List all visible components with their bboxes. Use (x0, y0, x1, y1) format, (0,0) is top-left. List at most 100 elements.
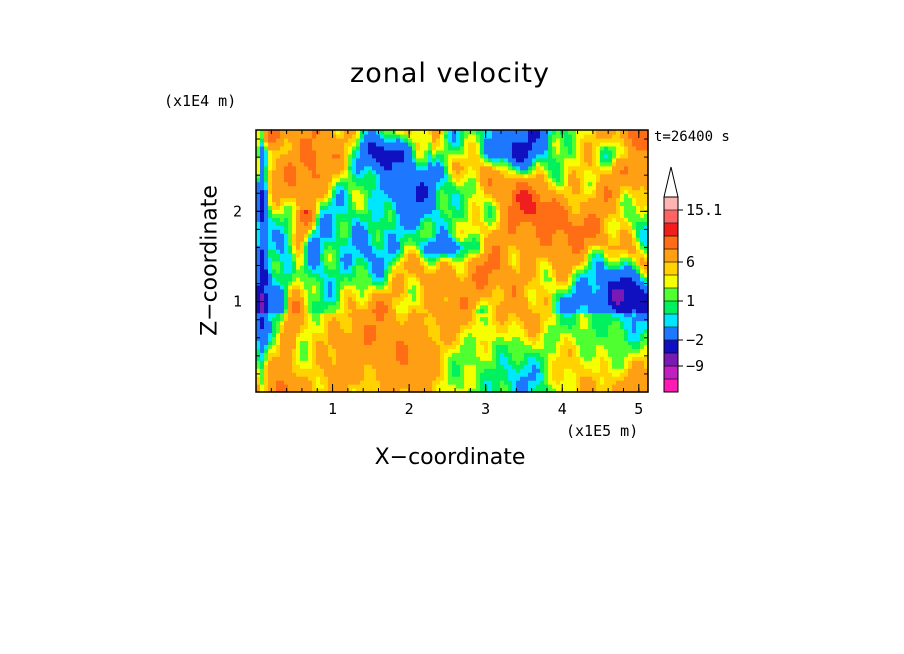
heatmap-cell (340, 141, 345, 147)
heatmap-cell (452, 388, 457, 393)
heatmap-cell (256, 145, 261, 151)
heatmap-cell (412, 213, 417, 218)
heatmap-cell (540, 360, 545, 365)
heatmap-cell (404, 344, 409, 349)
heatmap-cell (360, 261, 365, 266)
heatmap-cell (384, 233, 389, 238)
heatmap-cell (492, 296, 497, 302)
heatmap-cell (504, 213, 509, 218)
heatmap-cell (532, 268, 537, 274)
heatmap-cell (316, 264, 321, 270)
heatmap-cell (500, 312, 505, 318)
heatmap-cell (532, 264, 537, 270)
heatmap-cell (544, 213, 549, 218)
heatmap-cell (528, 193, 533, 199)
heatmap-cell (260, 165, 265, 171)
heatmap-cell (516, 185, 521, 191)
heatmap-cell (520, 237, 525, 242)
heatmap-cell (420, 272, 425, 278)
heatmap-cell (516, 133, 521, 139)
heatmap-cell (448, 332, 453, 338)
heatmap-cell (384, 237, 389, 242)
heatmap-cell (376, 360, 381, 365)
heatmap-cell (324, 245, 329, 250)
heatmap-cell (540, 296, 545, 302)
heatmap-cell (340, 130, 345, 135)
heatmap-cell (320, 130, 325, 135)
heatmap-cell (380, 276, 385, 282)
heatmap-cell (256, 296, 261, 302)
heatmap-cell (400, 221, 405, 226)
heatmap-cell (288, 348, 293, 353)
heatmap-cell (428, 308, 433, 314)
heatmap-cell (512, 137, 517, 143)
heatmap-cell (496, 137, 501, 143)
heatmap-cell (408, 237, 413, 242)
heatmap-cell (548, 332, 553, 338)
heatmap-cell (440, 257, 445, 262)
heatmap-cell (540, 153, 545, 159)
heatmap-cell (320, 324, 325, 330)
heatmap-cell (528, 157, 533, 163)
heatmap-cell (488, 320, 493, 326)
heatmap-cell (488, 312, 493, 318)
heatmap-cell (484, 169, 489, 175)
heatmap-cell (428, 237, 433, 242)
heatmap-cell (472, 276, 477, 282)
heatmap-cell (448, 249, 453, 254)
heatmap-cell (292, 225, 297, 230)
heatmap-cell (556, 368, 561, 373)
heatmap-cell (420, 268, 425, 274)
heatmap-cell (400, 348, 405, 353)
heatmap-cell (372, 376, 377, 381)
heatmap-cell (444, 245, 449, 250)
heatmap-cell (456, 161, 461, 167)
heatmap-cell (364, 185, 369, 191)
heatmap-cell (288, 145, 293, 151)
heatmap-cell (424, 173, 429, 179)
heatmap-cell (404, 276, 409, 282)
heatmap-cell (344, 348, 349, 353)
heatmap-cell (268, 352, 273, 357)
heatmap-cell (412, 233, 417, 238)
heatmap-cell (536, 376, 541, 381)
heatmap-cell (348, 241, 353, 246)
heatmap-cell (412, 336, 417, 341)
heatmap-cell (496, 364, 501, 369)
heatmap-cell (336, 316, 341, 322)
heatmap-cell (336, 364, 341, 369)
heatmap-cell (272, 268, 277, 274)
heatmap-cell (304, 205, 309, 210)
heatmap-cell (320, 348, 325, 353)
heatmap-cell (500, 388, 505, 393)
heatmap-cell (508, 145, 513, 151)
heatmap-cell (452, 360, 457, 365)
heatmap-cell (408, 316, 413, 322)
heatmap-cell (264, 360, 269, 365)
heatmap-cell (328, 380, 333, 385)
heatmap-cell (408, 332, 413, 338)
heatmap-cell (420, 229, 425, 234)
heatmap-cell (348, 153, 353, 159)
heatmap-cell (444, 356, 449, 361)
heatmap-cell (512, 173, 517, 179)
heatmap-cell (444, 268, 449, 274)
heatmap-cell (432, 141, 437, 147)
heatmap-cell (548, 241, 553, 246)
heatmap-cell (356, 229, 361, 234)
heatmap-cell (312, 137, 317, 143)
heatmap-cell (460, 193, 465, 199)
heatmap-cell (480, 237, 485, 242)
heatmap-cell (256, 137, 261, 143)
heatmap-cell (316, 249, 321, 254)
heatmap-cell (308, 388, 313, 393)
heatmap-cell (312, 388, 317, 393)
heatmap-cell (292, 213, 297, 218)
heatmap-cell (308, 276, 313, 282)
heatmap-cell (544, 384, 549, 389)
heatmap-cell (492, 308, 497, 314)
heatmap-cell (332, 189, 337, 195)
heatmap-cell (400, 261, 405, 266)
heatmap-cell (348, 145, 353, 151)
heatmap-cell (256, 284, 261, 290)
